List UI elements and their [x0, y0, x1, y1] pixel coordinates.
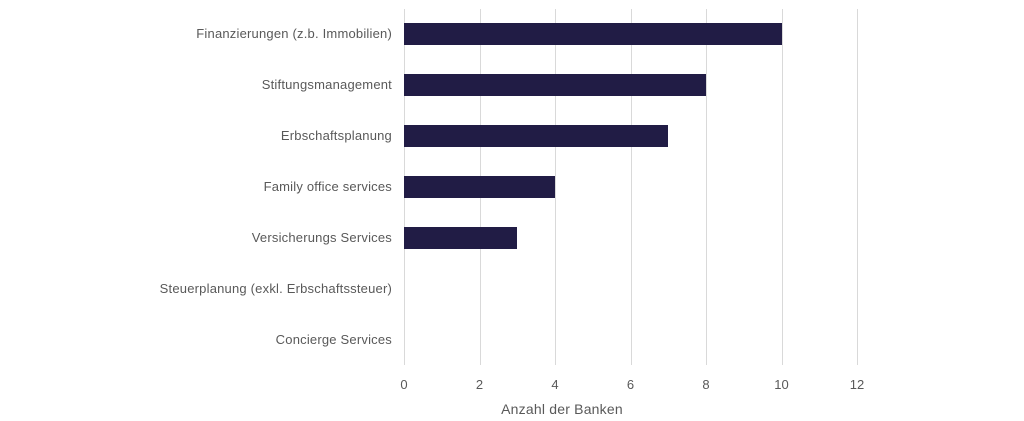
- category-label: Erbschaftsplanung: [280, 128, 392, 144]
- bar: [404, 226, 518, 249]
- bar: [404, 74, 706, 97]
- category-label: Steuerplanung (exkl. Erbschaftssteuer): [159, 280, 392, 296]
- gridline-x-8: [706, 9, 707, 365]
- bar: [404, 176, 555, 198]
- gridline-x-10: [781, 9, 783, 365]
- category-label: Concierge Services: [275, 331, 392, 347]
- x-axis-title: Anzahl der Banken: [501, 401, 623, 417]
- category-label: Versicherungs Services: [251, 229, 392, 245]
- x-tick-label: 8: [702, 377, 710, 392]
- category-label: Stiftungsmanagement: [261, 77, 392, 93]
- x-tick-label: 2: [475, 377, 484, 392]
- gridline-x-6: [630, 9, 632, 365]
- x-tick-label: 10: [774, 377, 789, 392]
- category-label: Finanzierungen (z.b. Immobilien): [196, 26, 392, 42]
- gridline-x-4: [555, 9, 556, 365]
- x-tick-label: 4: [551, 377, 559, 392]
- x-tick-label: 6: [626, 377, 635, 392]
- category-label: Family office services: [263, 179, 392, 194]
- x-tick-label: 12: [849, 377, 865, 392]
- x-tick-label: 0: [400, 377, 408, 392]
- bar: [404, 125, 669, 148]
- gridline-x-12: [857, 9, 858, 365]
- bar: [404, 23, 782, 46]
